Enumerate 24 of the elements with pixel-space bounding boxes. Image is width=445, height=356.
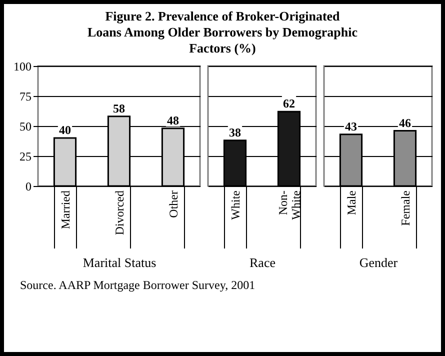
data-label: 58 <box>113 101 125 116</box>
x-tick-label: Other <box>166 190 180 218</box>
data-label: 46 <box>399 116 411 130</box>
data-label: 62 <box>283 96 295 111</box>
source-note: Source. AARP Mortgage Borrower Survey, 2001 <box>20 278 256 292</box>
x-axis-title: Marital Status <box>82 255 156 270</box>
x-tick-label: Divorced <box>112 190 126 236</box>
data-label: 43 <box>345 119 357 134</box>
x-tick-label: Male <box>344 190 358 216</box>
x-tick-label: Non-White <box>276 190 303 220</box>
x-tick-label: Female <box>398 190 412 226</box>
y-tick-label: 75 <box>20 90 32 104</box>
y-tick-label: 25 <box>20 150 32 164</box>
x-axis-title: Gender <box>359 255 398 270</box>
y-tick-label: 0 <box>26 180 32 194</box>
data-label: 40 <box>59 123 71 137</box>
x-tick-label: White <box>228 190 242 220</box>
y-tick-label: 50 <box>20 120 32 134</box>
x-axis-title: Race <box>250 255 276 270</box>
data-label: 38 <box>229 125 241 140</box>
data-label: 48 <box>167 113 179 128</box>
chart-title: Figure 2. Prevalence of Broker-Originated Loans Among Older Borrowers by Demographic Factors (%) <box>88 8 358 56</box>
x-tick-label: Married <box>58 190 72 230</box>
y-tick-label: 100 <box>14 60 32 74</box>
